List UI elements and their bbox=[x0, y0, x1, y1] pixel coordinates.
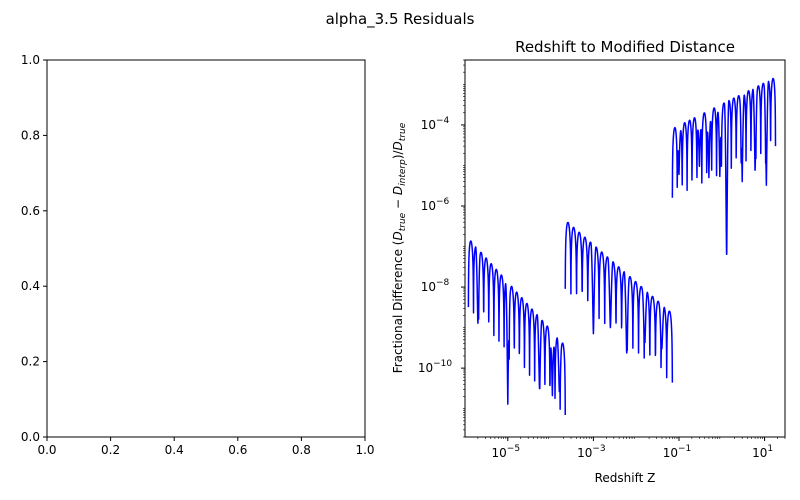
residuals-y-tick-label: 10−6 bbox=[421, 197, 450, 213]
residuals-y-axis-label: Fractional Difference (Dtrue − Dinterp)/… bbox=[391, 122, 408, 373]
residual-series-segment-2 bbox=[564, 221, 674, 383]
residuals-y-tick-label: 10−8 bbox=[421, 278, 450, 294]
left-empty-axes: 0.0 0.2 0.4 0.6 0.8 1.0 0.0 0.2 0.4 0.6 0.8 1.0 bbox=[21, 53, 375, 457]
left-y-tick-label: 0.8 bbox=[21, 128, 40, 142]
residuals-y-tick-label: 10−4 bbox=[421, 116, 450, 132]
residuals-x-tick-label: 10−3 bbox=[577, 444, 606, 460]
left-y-tick-label: 0.4 bbox=[21, 279, 40, 293]
left-axes-ticks: 0.0 0.2 0.4 0.6 0.8 1.0 0.0 0.2 0.4 0.6 0.8 1.0 bbox=[21, 53, 375, 457]
left-axes-frame bbox=[46, 59, 366, 438]
left-y-tick-label: 0.0 bbox=[21, 430, 40, 444]
residuals-axes: Redshift to Modified Distance 10−5 10−3 10… bbox=[391, 38, 786, 485]
residuals-x-tick-label: 101 bbox=[752, 444, 773, 460]
residuals-axes-frame bbox=[464, 59, 786, 438]
residuals-y-tick-label: 10−10 bbox=[418, 359, 453, 375]
left-x-tick-label: 0.0 bbox=[37, 443, 56, 457]
residuals-x-tick-label: 10−5 bbox=[492, 444, 521, 460]
residuals-x-axis-label: Redshift Z bbox=[595, 471, 656, 485]
residuals-title: Redshift to Modified Distance bbox=[515, 38, 735, 56]
residual-series-segment-1 bbox=[467, 240, 566, 415]
residual-series-segment-3 bbox=[671, 77, 777, 256]
figure-suptitle: alpha_3.5 Residuals bbox=[326, 10, 475, 29]
left-y-tick-label: 1.0 bbox=[21, 53, 40, 67]
left-x-tick-label: 0.8 bbox=[292, 443, 311, 457]
residuals-x-tick-label: 10−1 bbox=[663, 444, 692, 460]
left-x-tick-label: 0.4 bbox=[165, 443, 184, 457]
left-x-tick-label: 0.2 bbox=[101, 443, 120, 457]
residual-series-group bbox=[467, 77, 777, 415]
left-x-tick-label: 1.0 bbox=[355, 443, 374, 457]
left-x-tick-label: 0.6 bbox=[228, 443, 247, 457]
left-y-tick-label: 0.2 bbox=[21, 355, 40, 369]
left-y-tick-label: 0.6 bbox=[21, 204, 40, 218]
